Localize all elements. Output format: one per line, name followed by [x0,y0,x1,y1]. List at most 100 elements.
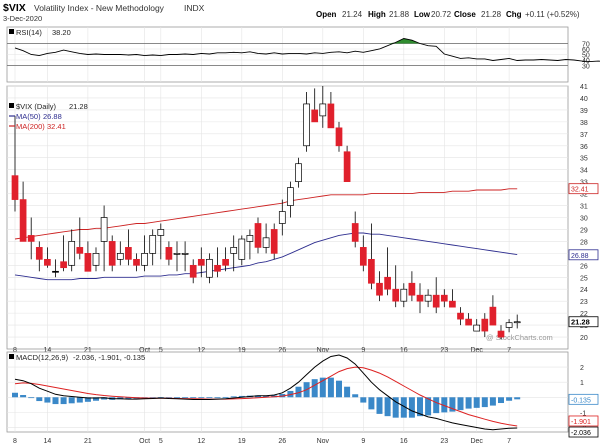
candle-body [181,253,189,255]
candle-body [376,282,383,296]
x-tick-label: 8 [13,438,17,445]
candle-body [505,322,513,328]
candle-body [35,247,43,260]
low-value: 20.72 [431,10,452,19]
symbol-title: $VIX [3,2,26,14]
macd-legend-value: -2.036, -1.901, -0.135 [73,353,145,362]
macd-histogram-bar [255,395,261,398]
candle-body [384,276,391,290]
macd-line [14,354,518,431]
candle-body [303,103,310,147]
candle-body [141,253,148,266]
y-tick-label: 23 [580,299,588,306]
x-tick-label: 26 [278,347,286,354]
macd-histogram-bar [465,397,472,409]
chg-label: Chg [506,10,522,19]
x-tick-label: 12 [197,438,205,445]
rsi-legend-value: 38.20 [52,28,71,37]
candle-body [44,258,51,266]
y-tick-label: 22 [580,311,588,318]
macd-histogram-bar [52,397,59,405]
candle-body [287,187,294,206]
candle-body [440,294,448,302]
ma50-line [14,232,518,281]
open-label: Open [316,10,337,19]
macd-histogram-bar [117,397,124,400]
candle-body [157,229,165,236]
high-value: 21.88 [389,10,410,19]
macd-histogram-bar [165,397,172,399]
y-tick-label: 60 [582,47,590,54]
macd-histogram-bar [214,397,221,399]
macd-histogram-bar [441,397,448,413]
rsi-legend-label: RSI(14) [16,28,42,37]
macd-histogram-bar [319,377,326,398]
macd-histogram-bar [44,397,51,403]
x-tick-label: 8 [13,347,17,354]
x-tick-label: 12 [197,347,205,354]
candle-body [254,223,262,248]
macd-signal-line [14,366,518,427]
candle-body [343,151,351,182]
candle-body [327,103,335,129]
y-tick-label: 39 [580,108,588,115]
macd-histogram-bar [68,397,75,404]
macd-histogram-bar [360,397,367,403]
x-tick-label: 7 [507,438,511,445]
macd-histogram-bar [514,397,521,400]
candle-body [60,261,67,269]
y-tick-label: 26 [580,263,588,270]
macd-legend-swatch [9,354,14,359]
x-tick-label: Nov [317,347,330,354]
candle-body [19,199,27,242]
y-tick-label: 70 [582,42,590,49]
macd-histogram-bar [36,397,43,402]
macd-histogram-bar [76,397,83,403]
macd-histogram-bar [222,396,229,398]
candle-body [246,235,254,242]
y-tick-label: 35 [580,156,588,163]
macd-histogram-bar [336,380,342,398]
macd-histogram-bar [392,397,399,418]
y-tick-label: 33 [580,180,588,187]
chart-date: 3-Dec-2020 [3,14,42,23]
macd-histogram-bar [101,397,108,400]
candle-body [197,258,205,266]
x-tick-label: 14 [44,438,52,445]
candle-body [68,241,76,266]
macd-histogram-bar [449,397,456,412]
candle-body [165,247,173,260]
ma200-flag [568,183,599,195]
ma50-flag [568,249,599,261]
x-tick-label: 16 [400,347,408,354]
macd-histogram-bar [238,395,245,398]
y-tick-label: -1 [580,410,586,417]
y-tick-label: 34 [580,168,588,175]
ma50-flag-label: 26.88 [571,253,589,260]
macd-histogram-bar [198,397,205,399]
y-tick-label: 1 [580,380,584,387]
candle-body [278,211,286,224]
y-tick-label: 28 [580,239,588,246]
candle-body [84,253,92,272]
x-tick-label: Oct [139,347,150,354]
candle-body [206,258,213,278]
macd-histogram-bar [376,397,383,414]
macd-histogram-bar [506,397,513,401]
candle-body [262,237,270,248]
x-tick-label: 23 [440,347,448,354]
last-price-flag [568,316,599,328]
y-tick-label: 31 [580,204,588,211]
close-value: 21.28 [481,10,502,19]
ma50-legend-label: MA(50) [16,112,41,121]
ma200-flag-label: 32.41 [571,187,589,194]
macd-histogram-bar [344,386,351,398]
price-legend-value: 21.28 [69,102,88,111]
candle-body [432,294,440,308]
candle-body [116,253,124,260]
macd-histogram-bar [93,397,99,401]
x-tick-label: 9 [361,347,365,354]
macd-signal-flag [568,415,599,427]
macd-histogram-bar [125,397,132,400]
